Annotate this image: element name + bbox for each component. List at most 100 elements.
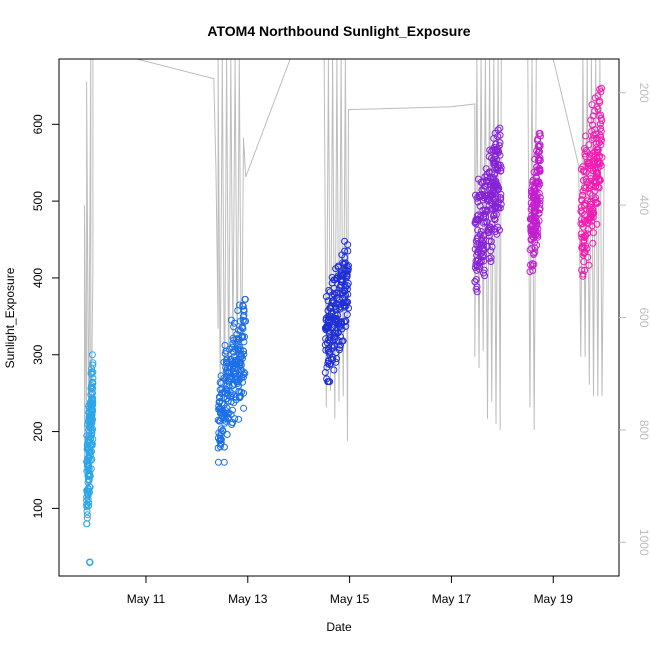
data-point	[490, 171, 498, 179]
data-point	[484, 226, 492, 234]
data-point	[495, 204, 503, 212]
data-point	[334, 311, 342, 319]
data-point	[529, 194, 537, 201]
data-point	[585, 261, 593, 269]
data-point	[333, 289, 341, 297]
data-point	[475, 245, 483, 253]
data-point	[214, 458, 222, 466]
data-point	[239, 302, 247, 310]
data-point	[240, 317, 248, 325]
data-point	[592, 130, 600, 138]
data-point	[531, 244, 539, 252]
data-point	[88, 419, 96, 427]
data-point	[592, 134, 600, 142]
data-point	[83, 432, 91, 440]
data-point	[583, 245, 591, 252]
data-point	[224, 391, 232, 399]
data-point	[536, 132, 544, 140]
data-point	[480, 266, 488, 274]
data-point	[83, 487, 91, 494]
data-point	[83, 511, 91, 519]
data-point	[83, 500, 91, 508]
series-line	[84, 59, 605, 492]
data-point	[589, 239, 597, 247]
data-point	[493, 230, 501, 238]
y-axis-label: Sunlight_Exposure	[3, 267, 17, 368]
data-point	[534, 157, 542, 165]
data-point	[216, 443, 224, 451]
data-point	[222, 407, 230, 415]
data-point	[497, 167, 505, 175]
data-point	[324, 378, 332, 386]
data-point	[491, 216, 499, 224]
data-point	[530, 260, 538, 268]
data-point	[221, 409, 229, 417]
data-point	[343, 311, 351, 319]
data-point	[241, 333, 248, 341]
data-point	[339, 259, 347, 267]
data-point	[492, 195, 500, 203]
data-point	[473, 283, 481, 291]
data-point	[333, 294, 341, 302]
data-point	[490, 211, 498, 219]
data-point	[226, 362, 234, 370]
data-point	[344, 298, 352, 306]
data-point	[224, 372, 231, 380]
y-tick-label: 400	[31, 268, 45, 288]
data-point	[585, 141, 593, 149]
data-point	[330, 321, 338, 329]
data-point	[591, 196, 599, 204]
data-point	[596, 99, 604, 106]
data-point	[216, 379, 224, 386]
data-point	[87, 369, 95, 377]
data-point	[222, 364, 230, 372]
data-point	[497, 196, 504, 204]
data-point	[233, 372, 241, 380]
data-point	[594, 105, 602, 113]
data-point	[241, 295, 249, 303]
data-point	[530, 168, 538, 176]
data-point	[534, 233, 542, 241]
data-point	[578, 209, 586, 217]
data-point	[342, 302, 350, 310]
data-point	[533, 147, 541, 155]
data-point	[329, 344, 337, 352]
data-point	[480, 269, 487, 277]
data-point	[229, 334, 237, 342]
data-point	[486, 181, 494, 189]
data-point	[589, 206, 597, 214]
data-point	[594, 146, 602, 154]
data-point	[330, 333, 338, 341]
data-point	[228, 419, 236, 427]
x-tick-label: May 17	[432, 592, 472, 606]
data-point	[228, 343, 236, 351]
data-point	[240, 307, 248, 315]
y-tick-label: 500	[31, 191, 45, 211]
data-point	[84, 472, 92, 480]
data-point	[496, 124, 504, 132]
data-point	[488, 192, 496, 199]
data-point	[88, 455, 96, 463]
data-point	[89, 397, 97, 405]
data-point	[324, 336, 332, 344]
y-tick-label: 200	[31, 421, 45, 441]
data-point	[325, 328, 333, 336]
data-point	[215, 393, 223, 401]
data-point	[579, 191, 586, 199]
data-point	[580, 201, 588, 209]
data-point	[494, 145, 502, 153]
data-point	[471, 219, 479, 227]
data-point	[339, 337, 347, 345]
data-point	[330, 366, 338, 374]
data-points	[83, 84, 606, 566]
data-point	[597, 124, 605, 132]
data-point	[233, 343, 241, 351]
data-point	[322, 346, 330, 354]
data-point	[229, 348, 237, 356]
secondary-y-axis: 200 400 600 800 1000	[619, 83, 650, 556]
data-point	[487, 198, 495, 206]
data-point	[586, 164, 594, 172]
data-point	[593, 220, 601, 228]
y2-tick-label: 1000	[637, 529, 650, 556]
x-tick-label: May 19	[534, 592, 574, 606]
